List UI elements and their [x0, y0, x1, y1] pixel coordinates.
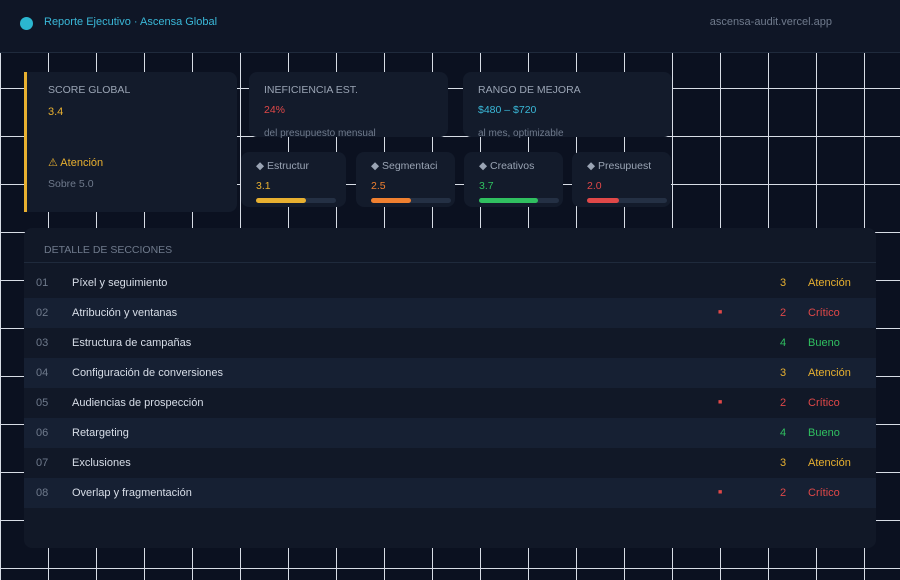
row-number: 03 [36, 337, 49, 349]
row-score: 2 [780, 307, 787, 319]
row-score: 3 [780, 457, 787, 469]
area-card: ◆ Segmentaci 2.5 [356, 152, 455, 207]
row-number: 02 [36, 307, 49, 319]
area-label: ◆ Creativos [479, 160, 535, 172]
row-name: Estructura de campañas [72, 337, 192, 349]
row-status: Atención [808, 457, 851, 469]
area-score: 2.0 [587, 180, 602, 192]
row-status: Bueno [808, 427, 840, 439]
overall-label: SCORE GLOBAL [48, 84, 131, 96]
row-name: Configuración de conversiones [72, 367, 224, 379]
table-row: 01 Píxel y seguimiento 3 Atención [24, 268, 876, 298]
row-score: 2 [780, 397, 787, 409]
sections-table: DETALLE DE SECCIONES 01 Píxel y seguimien… [24, 228, 876, 548]
row-score: 4 [780, 427, 787, 439]
row-score: 2 [780, 487, 787, 499]
area-card: ◆ Creativos 3.7 [464, 152, 563, 207]
title: Reporte Ejecutivo · Ascensa Global [44, 16, 218, 28]
table-row: 04 Configuración de conversiones 3 Atención [24, 358, 876, 388]
overall-score: 3.4 [48, 106, 64, 118]
row-name: Atribución y ventanas [72, 307, 178, 319]
kpi-label: INEFICIENCIA EST. [264, 84, 358, 96]
table-row: 03 Estructura de campañas 4 Bueno [24, 328, 876, 358]
row-number: 01 [36, 277, 49, 289]
area-bar [479, 198, 539, 203]
row-name: Exclusiones [72, 457, 131, 469]
table-row: 05 Audiencias de prospección ■ 2 Crítico [24, 388, 876, 418]
area-track [256, 198, 336, 203]
overall-card: SCORE GLOBAL 3.4 ⚠ Atención Sobre 5.0 [24, 72, 237, 212]
row-number: 08 [36, 487, 49, 499]
overall-scale: Sobre 5.0 [48, 178, 94, 190]
row-name: Píxel y seguimiento [72, 277, 168, 289]
logo [20, 17, 33, 30]
row-flag: ■ [718, 309, 723, 316]
kpi-note: al mes, optimizable [478, 128, 564, 139]
row-number: 06 [36, 427, 49, 439]
table-row: 06 Retargeting 4 Bueno [24, 418, 876, 448]
url: ascensa-audit.vercel.app [709, 16, 832, 28]
overall-status: ⚠ Atención [48, 157, 104, 169]
row-name: Overlap y fragmentación [72, 487, 192, 499]
area-card: ◆ Presupuest 2.0 [572, 152, 671, 207]
area-label: ◆ Estructur [256, 160, 310, 172]
row-score: 3 [780, 367, 787, 379]
row-status: Crítico [808, 487, 840, 499]
area-score: 3.7 [479, 180, 494, 192]
row-status: Crítico [808, 307, 840, 319]
area-track [371, 198, 451, 203]
area-track [587, 198, 667, 203]
row-status: Bueno [808, 337, 840, 349]
area-bar [587, 198, 619, 203]
row-status: Atención [808, 367, 851, 379]
row-number: 05 [36, 397, 49, 409]
area-bar [371, 198, 411, 203]
table-row: 02 Atribución y ventanas ■ 2 Crítico [24, 298, 876, 328]
row-score: 4 [780, 337, 787, 349]
row-name: Retargeting [72, 427, 129, 439]
kpi-value: $480 – $720 [478, 104, 537, 116]
row-number: 04 [36, 367, 49, 379]
table-row: 08 Overlap y fragmentación ■ 2 Crítico [24, 478, 876, 508]
row-flag: ■ [718, 489, 723, 496]
area-track [479, 198, 559, 203]
row-flag: ■ [718, 399, 723, 406]
divider [24, 262, 876, 263]
row-number: 07 [36, 457, 49, 469]
area-score: 2.5 [371, 180, 386, 192]
area-card: ◆ Estructur 3.1 [241, 152, 346, 207]
row-status: Crítico [808, 397, 840, 409]
kpi-card: RANGO DE MEJORA $480 – $720 al mes, optimi… [463, 72, 672, 139]
table-title: DETALLE DE SECCIONES [44, 244, 173, 256]
area-label: ◆ Segmentaci [371, 160, 438, 172]
row-score: 3 [780, 277, 787, 289]
row-status: Atención [808, 277, 851, 289]
area-label: ◆ Presupuest [587, 160, 652, 172]
kpi-note: del presupuesto mensual [264, 128, 376, 139]
row-name: Audiencias de prospección [72, 397, 204, 409]
kpi-card: INEFICIENCIA EST. 24% del presupuesto mens… [249, 72, 448, 139]
header: Reporte Ejecutivo · Ascensa Global ascen… [0, 0, 900, 53]
area-score: 3.1 [256, 180, 271, 192]
kpi-value: 24% [264, 104, 286, 116]
area-bar [256, 198, 306, 203]
table-row: 07 Exclusiones 3 Atención [24, 448, 876, 478]
kpi-label: RANGO DE MEJORA [478, 84, 581, 96]
